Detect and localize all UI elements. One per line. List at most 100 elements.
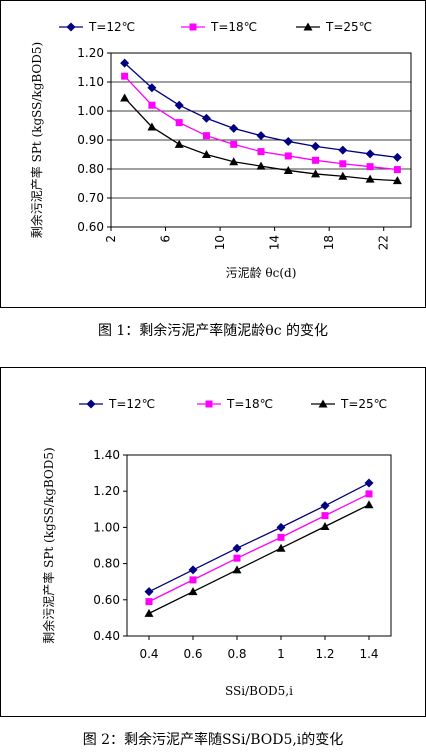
data-point [320, 501, 330, 511]
data-point [147, 83, 157, 93]
data-point [148, 101, 156, 109]
data-point [144, 587, 154, 597]
y-tick-label: 1.20 [77, 46, 104, 60]
x-axis-title: 污泥龄 θc(d) [226, 266, 297, 280]
x-tick-label: 6 [159, 235, 173, 243]
data-point [339, 160, 347, 168]
figure-1-caption: 图 1：剩余污泥产率随泥龄θc 的变化 [97, 323, 329, 339]
data-point [366, 163, 374, 171]
x-tick-label: 18 [322, 235, 336, 250]
data-point [120, 58, 130, 68]
x-tick-label: 22 [377, 235, 391, 250]
data-point [175, 119, 183, 127]
y-tick-label: 1.40 [93, 448, 120, 462]
legend-marker-2 [189, 23, 197, 31]
x-tick-label: 10 [213, 235, 227, 250]
legend: T=12℃ T=18℃ T=25℃ [79, 397, 387, 411]
data-point [338, 171, 348, 180]
data-point [144, 608, 154, 617]
data-point [201, 150, 211, 158]
x-tick-label: 1.4 [359, 647, 378, 661]
data-point [311, 169, 321, 178]
x-axis-title: SSi/BOD5,i [225, 684, 293, 698]
data-point [232, 543, 242, 553]
data-point [283, 136, 293, 146]
data-point [257, 148, 265, 156]
x-tick-label: 0.6 [183, 647, 202, 661]
chart-2-svg: T=12℃ T=18℃ T=25℃ 0.40 0.60 0.80 1.00 1.20 1.40 0… [41, 397, 392, 698]
series-line-2 [124, 75, 398, 171]
series-3 [120, 93, 402, 185]
x-tick-label: 0.8 [227, 647, 246, 661]
data-point [189, 576, 197, 584]
y-tick-label: 0.60 [77, 220, 104, 234]
data-point [188, 587, 198, 596]
data-point [365, 174, 375, 183]
figure-2-frame: T=12℃ T=18℃ T=25℃ 0.40 0.60 0.80 1.00 1.20 1.40 0… [0, 367, 426, 717]
legend-label-2: T=18℃ [210, 20, 257, 34]
x-tick-label: 0.4 [139, 647, 158, 661]
data-point [201, 113, 211, 123]
series-1 [120, 58, 402, 162]
data-point [365, 490, 373, 498]
data-point [232, 565, 242, 574]
y-tick-label: 0.70 [77, 191, 104, 205]
series-line-1 [124, 62, 398, 159]
legend-label-1: T=12℃ [88, 20, 135, 34]
data-point [188, 565, 198, 575]
x-tick-label: 14 [268, 235, 282, 250]
y-tick-label: 1.10 [77, 75, 104, 89]
legend: T=12℃ T=18℃ T=25℃ [59, 20, 372, 34]
series-2 [121, 72, 401, 174]
figure-1-frame: T=12℃ T=18℃ T=25℃ 0.60 0.70 0.80 0.90 1.00 1.10 1… [0, 0, 426, 308]
figure-2-caption: 图 2：剩余污泥产率随SSi/BOD5,i的变化 [82, 732, 344, 748]
y-tick-label: 0.90 [77, 133, 104, 147]
y-tick-label: 0.80 [77, 162, 104, 176]
data-point [276, 543, 286, 552]
x-tick-label: 2 [104, 235, 118, 243]
data-point [393, 166, 401, 174]
y-axis-title: 剩余污泥产率 SPt (kgSS/kgBOD5) [41, 447, 56, 643]
data-point [284, 152, 292, 160]
data-point [121, 72, 129, 80]
y-tick-label: 1.00 [93, 520, 120, 534]
legend-label-3: T=25℃ [325, 20, 372, 34]
data-point [256, 131, 266, 141]
series-2 [145, 490, 373, 606]
legend-marker-1 [86, 399, 96, 409]
data-point [392, 152, 402, 162]
x-tick-label: 1.2 [315, 647, 334, 661]
data-point [174, 100, 184, 110]
y-tick-label: 0.40 [93, 629, 120, 643]
data-point [338, 145, 348, 155]
series-line-1 [148, 482, 370, 593]
data-point [202, 132, 210, 140]
y-tick-label: 0.60 [93, 593, 120, 607]
x-tick-label: 1 [277, 647, 285, 661]
data-point [174, 139, 184, 148]
data-point [145, 598, 153, 606]
data-point [120, 93, 130, 102]
legend-marker-3 [303, 22, 313, 31]
data-point [321, 512, 329, 520]
series-3 [144, 500, 374, 617]
chart-1-svg: T=12℃ T=18℃ T=25℃ 0.60 0.70 0.80 0.90 1.00 1.10 1… [29, 20, 412, 280]
y-tick-label: 1.00 [77, 104, 104, 118]
series-1 [144, 478, 374, 597]
data-point [312, 156, 320, 164]
data-point [320, 521, 330, 530]
data-point [256, 161, 266, 170]
y-tick-label: 1.20 [93, 484, 120, 498]
data-point [277, 533, 285, 541]
legend-label-2: T=18℃ [226, 397, 273, 411]
data-point [230, 140, 238, 148]
legend-label-3: T=25℃ [340, 397, 387, 411]
data-point [364, 500, 374, 509]
legend-marker-2 [205, 400, 213, 408]
y-axis-title: 剩余污泥产率 SPt (kgSS/kgBOD5) [29, 42, 44, 238]
legend-label-1: T=12℃ [108, 397, 155, 411]
data-point [311, 141, 321, 151]
data-point [276, 522, 286, 532]
series-line-3 [148, 504, 370, 614]
data-point [233, 554, 241, 562]
